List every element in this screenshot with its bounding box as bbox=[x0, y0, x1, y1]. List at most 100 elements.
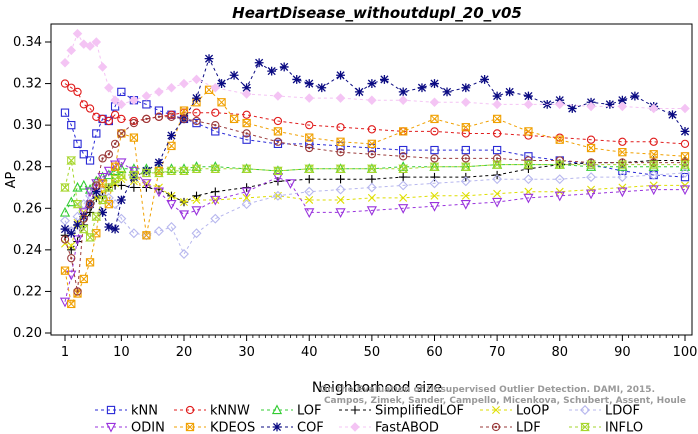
point-fastabod bbox=[398, 95, 408, 105]
point-ldof bbox=[460, 176, 471, 187]
point-cof bbox=[254, 58, 264, 68]
legend-item-odin: ODIN bbox=[95, 421, 165, 434]
point-odin bbox=[285, 179, 296, 189]
point-fastabod bbox=[429, 97, 440, 108]
point-knnw bbox=[211, 108, 220, 117]
point-inflo bbox=[116, 170, 127, 180]
x-tick-label: 30 bbox=[238, 345, 255, 360]
point-ldf bbox=[273, 137, 283, 146]
point-inflo bbox=[154, 168, 164, 178]
point-ldof bbox=[648, 170, 659, 181]
point-knn bbox=[680, 172, 690, 182]
point-knnw bbox=[73, 87, 82, 97]
point-knn bbox=[85, 156, 95, 165]
point-ldof bbox=[60, 215, 70, 226]
point-fastabod bbox=[680, 103, 690, 114]
point-fastabod bbox=[335, 93, 346, 103]
point-ldof bbox=[141, 230, 152, 241]
point-inflo bbox=[492, 160, 503, 169]
point-odin bbox=[153, 187, 165, 198]
point-knnw bbox=[680, 139, 690, 148]
point-ldof bbox=[617, 172, 628, 183]
point-fastabod bbox=[97, 62, 108, 72]
series-line-knn bbox=[64, 91, 686, 178]
point-odin bbox=[617, 187, 628, 198]
point-kdeos bbox=[67, 299, 76, 309]
point-inflo bbox=[617, 160, 628, 169]
legend-marker-simplifiedlof bbox=[350, 405, 360, 415]
point-simplifiedlof bbox=[211, 187, 220, 196]
point-loop bbox=[336, 195, 345, 204]
point-ldf bbox=[98, 154, 107, 163]
legend-marker-fastabod bbox=[350, 422, 360, 432]
legend-label-fastabod: FastABOD bbox=[375, 421, 439, 434]
point-knnw bbox=[242, 110, 251, 119]
point-cof bbox=[567, 104, 577, 113]
point-odin bbox=[141, 179, 152, 189]
point-knnw bbox=[167, 110, 176, 119]
point-odin bbox=[648, 185, 659, 196]
series-line-ldof bbox=[64, 172, 686, 256]
legend-marker-lof bbox=[271, 404, 283, 415]
point-ldof bbox=[492, 174, 503, 185]
point-ldof bbox=[586, 172, 597, 183]
point-cof bbox=[217, 79, 226, 88]
point-cof bbox=[267, 66, 277, 76]
point-fastabod bbox=[461, 97, 471, 108]
x-axis-label: Neighborhood size bbox=[312, 380, 442, 396]
x-tick-label: 20 bbox=[176, 345, 193, 360]
x-tick-label: 70 bbox=[489, 345, 506, 360]
point-kdeos bbox=[60, 266, 70, 275]
point-loop bbox=[399, 193, 408, 202]
y-tick-label: 0.22 bbox=[13, 284, 42, 299]
legend-label-odin: ODIN bbox=[131, 421, 165, 434]
point-loop bbox=[493, 189, 502, 198]
point-inflo bbox=[66, 156, 77, 165]
point-inflo bbox=[680, 160, 690, 169]
point-kdeos bbox=[110, 162, 120, 171]
point-cof bbox=[480, 75, 489, 84]
point-loop bbox=[430, 191, 439, 200]
x-tick-label: 40 bbox=[301, 345, 318, 360]
point-inflo bbox=[191, 164, 202, 173]
point-loop bbox=[142, 179, 151, 188]
point-knnw bbox=[618, 137, 627, 146]
point-loop bbox=[649, 181, 658, 190]
legend-item-ldf: LDF bbox=[480, 421, 541, 434]
point-odin bbox=[241, 187, 252, 198]
point-knnw bbox=[104, 116, 113, 126]
point-knnw bbox=[649, 137, 658, 146]
point-fastabod bbox=[241, 89, 252, 99]
point-simplifiedlof bbox=[117, 181, 126, 190]
point-ldof bbox=[191, 228, 202, 239]
x-tick-label: 90 bbox=[614, 345, 631, 360]
point-ldf bbox=[142, 114, 151, 124]
point-odin bbox=[585, 189, 597, 200]
y-axis-label: AP bbox=[4, 171, 19, 188]
point-odin bbox=[366, 206, 377, 216]
point-knn bbox=[192, 118, 201, 128]
point-odin bbox=[97, 172, 108, 183]
y-tick-label: 0.34 bbox=[13, 35, 42, 50]
point-kdeos bbox=[649, 150, 658, 159]
point-ldf bbox=[79, 214, 88, 223]
point-kdeos bbox=[430, 114, 439, 124]
point-fastabod bbox=[523, 99, 534, 110]
point-odin bbox=[679, 185, 691, 196]
y-tick-label: 0.32 bbox=[13, 77, 42, 92]
point-fastabod bbox=[648, 103, 659, 114]
point-knnw bbox=[492, 129, 502, 138]
point-kdeos bbox=[336, 137, 345, 146]
point-ldof bbox=[272, 190, 283, 201]
point-knn bbox=[92, 129, 101, 138]
legend-item-fastabod: FastABOD bbox=[339, 421, 439, 434]
point-cof bbox=[442, 87, 452, 97]
point-ldof bbox=[335, 184, 346, 195]
point-odin bbox=[460, 199, 471, 210]
point-odin bbox=[492, 197, 503, 208]
point-simplifiedlof bbox=[524, 164, 533, 173]
legend-item-simplifiedlof: SimplifiedLOF bbox=[339, 404, 464, 419]
x-tick-label: 100 bbox=[673, 345, 698, 360]
point-loop bbox=[587, 185, 596, 194]
point-inflo bbox=[60, 183, 70, 192]
